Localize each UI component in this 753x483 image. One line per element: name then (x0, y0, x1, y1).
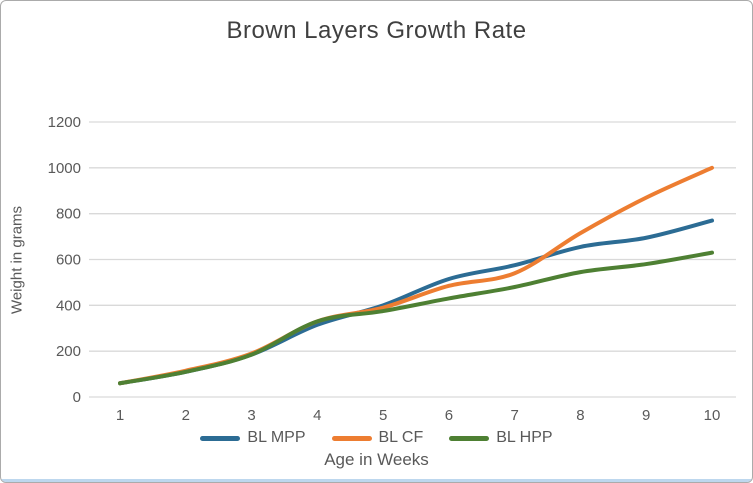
legend-item-bl-hpp: BL HPP (449, 429, 553, 447)
x-tick-label: 3 (247, 407, 255, 424)
y-tick-label: 1000 (48, 160, 81, 177)
legend-swatch (200, 435, 241, 441)
x-tick-label: 2 (182, 407, 190, 424)
y-axis-title: Weight in grams (8, 205, 26, 314)
x-tick-label: 1 (116, 407, 124, 424)
x-axis-title: Age in Weeks (324, 450, 429, 469)
legend-label: BL CF (378, 429, 424, 446)
x-tick-label: 10 (704, 407, 721, 424)
y-tick-label: 400 (56, 297, 81, 314)
bottom-accent-strip (1, 479, 752, 482)
legend-item-bl-cf: BL CF (331, 429, 424, 447)
x-tick-label: 6 (445, 407, 453, 424)
series-line-bl-mpp (118, 218, 714, 386)
x-tick-label: 9 (642, 407, 650, 424)
legend-swatch (449, 435, 490, 441)
y-axis-title-wrap: Weight in grams (5, 122, 29, 397)
legend-swatch (331, 435, 372, 441)
x-tick-label: 8 (576, 407, 584, 424)
y-tick-label: 200 (56, 343, 81, 360)
series-line-bl-hpp (118, 250, 714, 386)
y-tick-label: 0 (73, 389, 81, 406)
chart-legend: BL MPP BL CF BL HPP (1, 429, 752, 447)
x-tick-label: 5 (379, 407, 387, 424)
x-tick-label: 4 (313, 407, 321, 424)
y-tick-label: 600 (56, 252, 81, 269)
legend-label: BL HPP (496, 429, 553, 446)
chart-title: Brown Layers Growth Rate (226, 17, 527, 44)
y-tick-label: 1200 (48, 114, 81, 131)
x-tick-label: 7 (510, 407, 518, 424)
y-tick-label: 800 (56, 206, 81, 223)
legend-item-bl-mpp: BL MPP (200, 429, 306, 447)
legend-label: BL MPP (247, 429, 306, 446)
